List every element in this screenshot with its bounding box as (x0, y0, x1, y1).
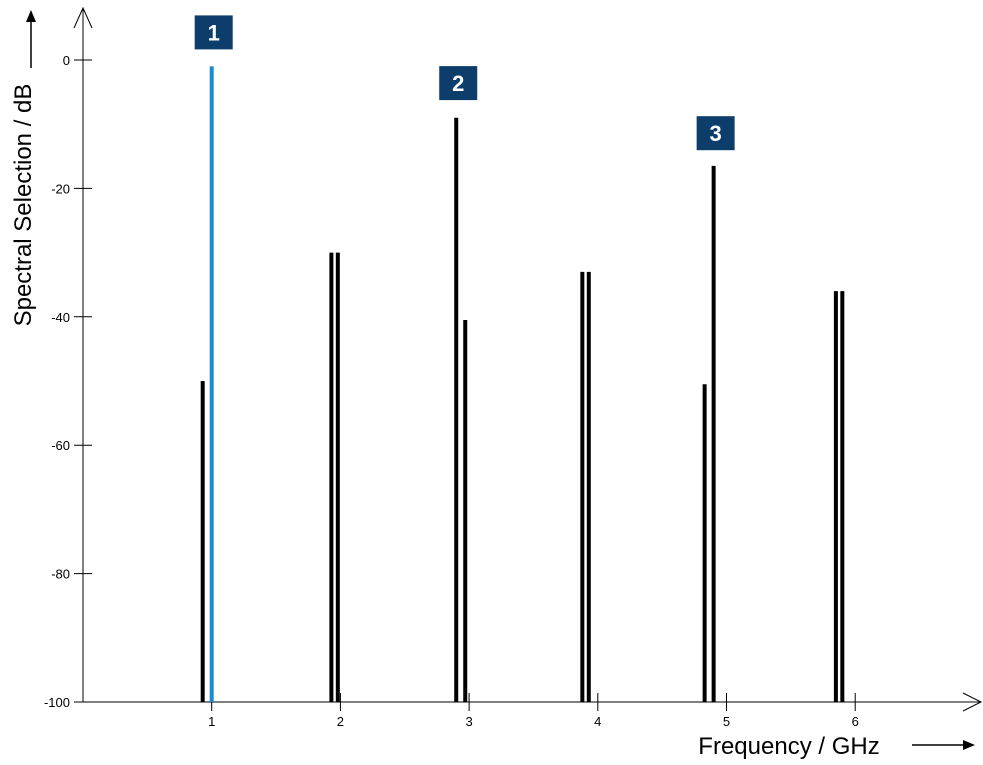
x-tick-label: 5 (723, 714, 730, 729)
ticks: 0 -20 -40 -60 -80 -100 1 2 3 4 5 6 (44, 53, 859, 729)
x-tick-label: 1 (208, 714, 215, 729)
y-axis-arrowhead (73, 6, 93, 29)
y-tick-label: 0 (63, 53, 70, 68)
x-tick-label: 6 (852, 714, 859, 729)
x-tick-label: 3 (465, 714, 472, 729)
x-tick-label: 4 (594, 714, 601, 729)
x-label-arrowhead (963, 740, 975, 750)
marker-badge-label: 3 (710, 121, 722, 146)
marker-badge-label: 2 (452, 71, 464, 96)
marker-badge-bg (439, 66, 478, 101)
x-axis-arrowhead (962, 692, 983, 712)
markers: 1 2 3 (194, 15, 735, 151)
marker-badge-1: 1 (194, 15, 233, 50)
marker-badge-label: 1 (208, 20, 220, 45)
x-tick-label: 2 (337, 714, 344, 729)
y-tick-label: -60 (51, 438, 70, 453)
marker-badge-bg (696, 116, 735, 151)
marker-badge-bg (194, 15, 233, 50)
y-tick-label: -80 (51, 567, 70, 582)
x-axis-label: Frequency / GHz (698, 733, 879, 760)
y-tick-label: -40 (51, 310, 70, 325)
marker-badge-2: 2 (439, 66, 478, 101)
y-tick-label: -20 (51, 181, 70, 196)
y-label-arrowhead (26, 10, 36, 22)
marker-badge-3: 3 (696, 116, 735, 151)
spectral-lines (200, 66, 845, 702)
y-tick-label: -100 (44, 695, 70, 710)
axes (26, 6, 983, 750)
y-axis-label: Spectral Selection / dB (10, 84, 37, 327)
